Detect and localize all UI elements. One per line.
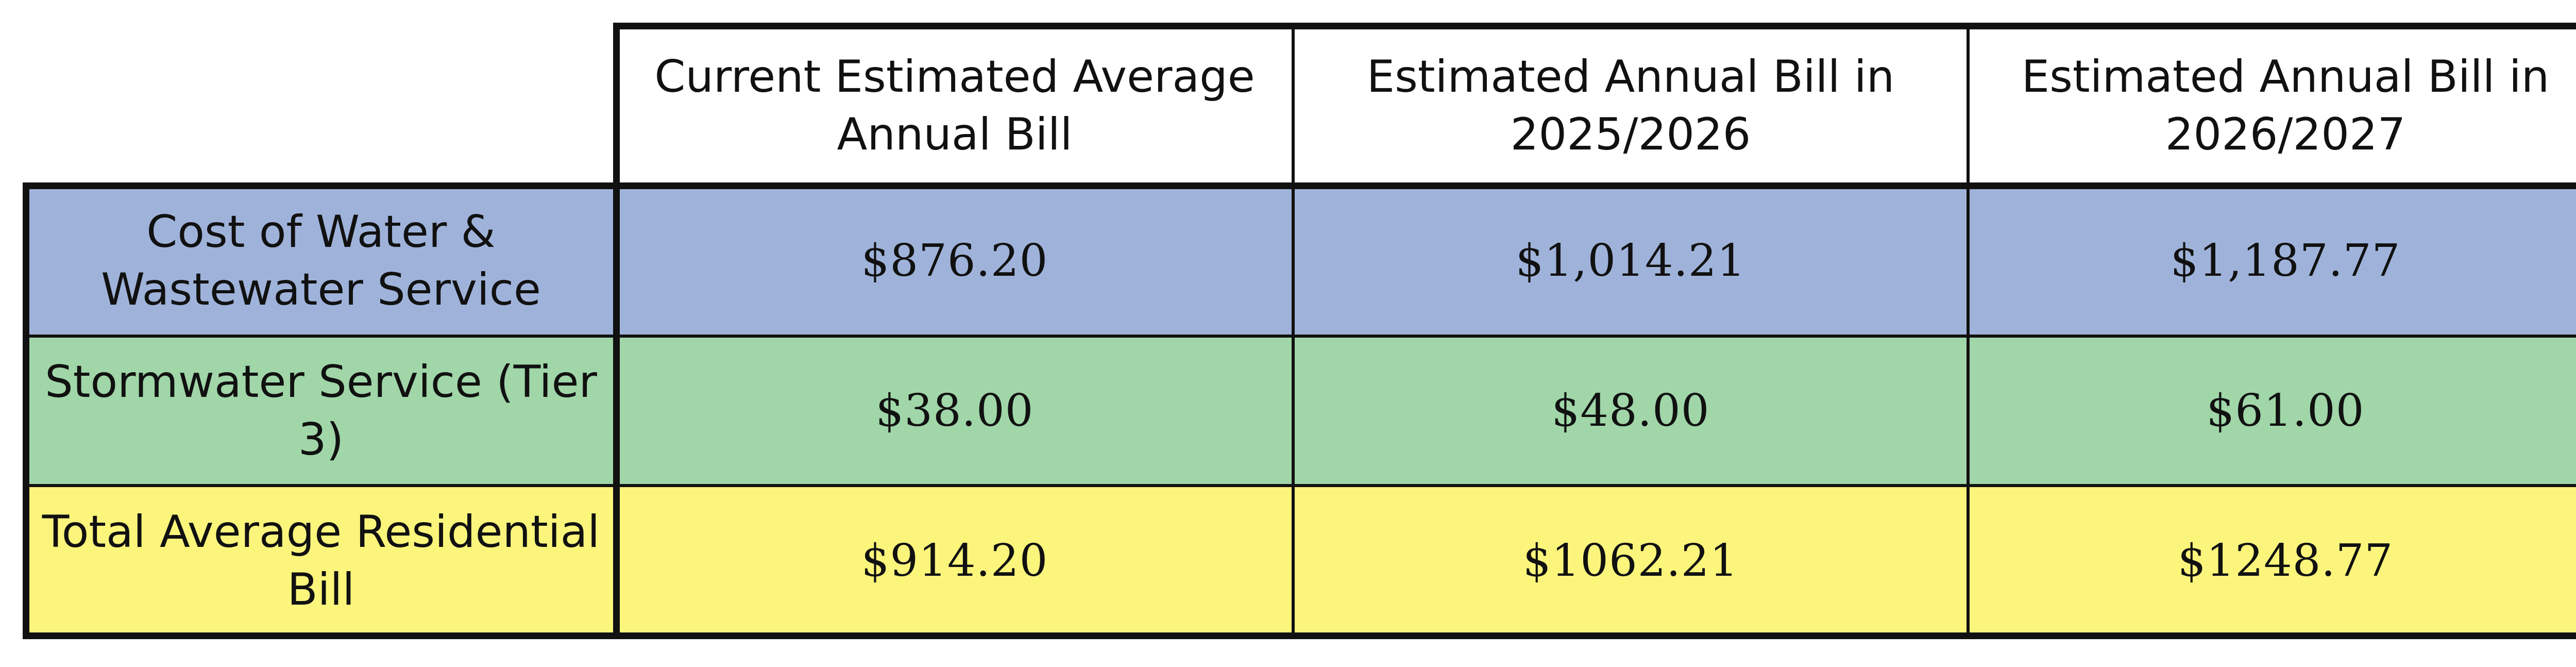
row-label-water-wastewater: Cost of Water & Wastewater Service — [26, 186, 616, 336]
header-estimated-2025-2026: Estimated Annual Bill in 2025/2026 — [1293, 26, 1968, 186]
cell-water-wastewater-2026-2027: $1,187.77 — [1968, 186, 2576, 336]
row-label-total-average: Total Average Residential Bill — [26, 486, 616, 636]
header-estimated-2026-2027: Estimated Annual Bill in 2026/2027 — [1968, 26, 2576, 186]
cell-total-2026-2027: $1248.77 — [1968, 486, 2576, 636]
table-border — [23, 182, 29, 639]
header-current-estimated-average: Current Estimated Average Annual Bill — [616, 26, 1293, 186]
cell-total-2025-2026: $1062.21 — [1293, 486, 1968, 636]
cell-stormwater-2026-2027: $61.00 — [1968, 336, 2576, 486]
column-divider — [1292, 26, 1295, 636]
row-divider — [26, 484, 2576, 487]
table-border — [613, 23, 620, 639]
table-border — [613, 23, 2576, 29]
cell-stormwater-current: $38.00 — [616, 336, 1293, 486]
row-divider — [26, 335, 2576, 338]
cell-total-current: $914.20 — [616, 486, 1293, 636]
column-divider — [1967, 26, 1970, 636]
table-border — [23, 182, 2576, 189]
row-label-stormwater: Stormwater Service (Tier 3) — [26, 336, 616, 486]
cell-water-wastewater-current: $876.20 — [616, 186, 1293, 336]
cell-water-wastewater-2025-2026: $1,014.21 — [1293, 186, 1968, 336]
cell-stormwater-2025-2026: $48.00 — [1293, 336, 1968, 486]
table-border — [23, 632, 2576, 639]
